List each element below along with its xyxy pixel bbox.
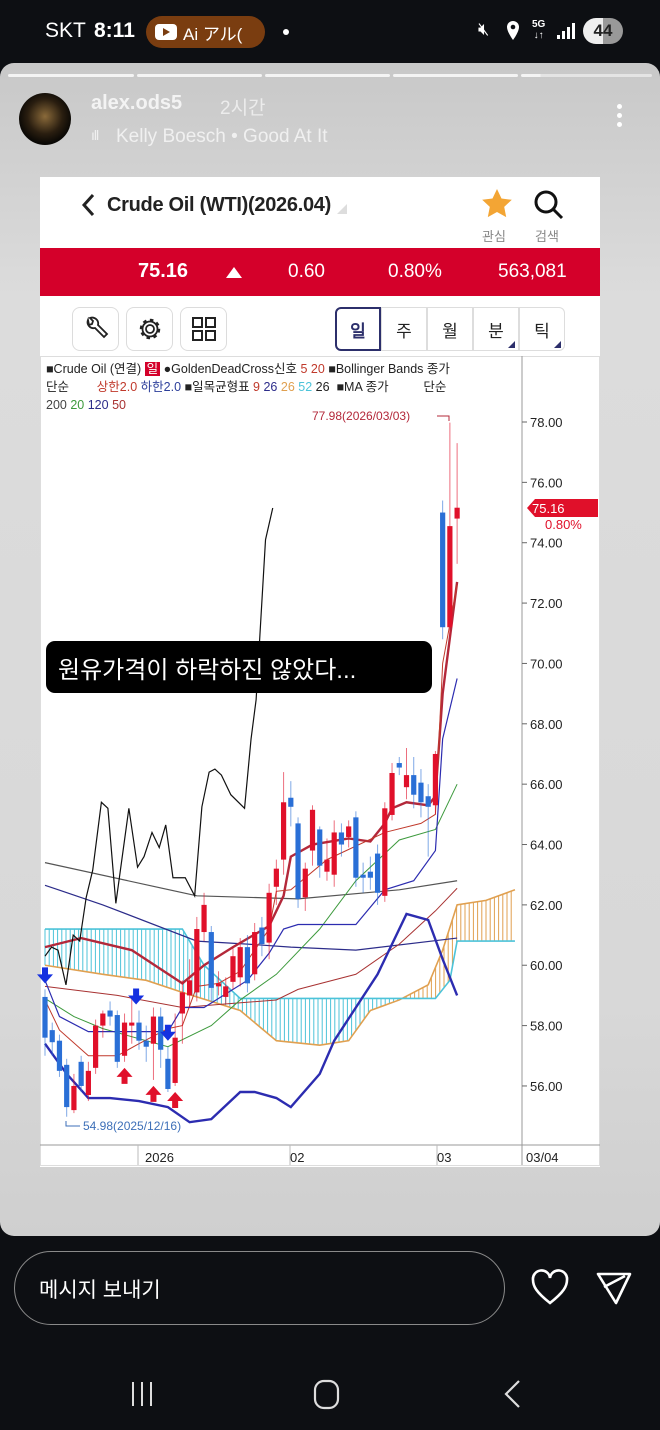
- legend-text: 하한2.0: [140, 380, 182, 394]
- clock: 8:11: [94, 19, 135, 42]
- wrench-icon: [86, 316, 108, 339]
- settings-button[interactable]: [126, 307, 173, 351]
- story-caption: 원유가격이 하락하진 않았다...: [46, 641, 432, 693]
- submenu-corner-icon: [508, 341, 515, 348]
- legend-text: ■Crude Oil (연결): [46, 362, 145, 376]
- chart-frame: [40, 356, 600, 1166]
- location-icon: [507, 21, 519, 40]
- carrier: SKT: [45, 19, 86, 42]
- layout-button[interactable]: [180, 307, 227, 351]
- tab-period-week[interactable]: 주: [381, 307, 427, 351]
- mute-icon: 🔇︎: [478, 19, 490, 39]
- price-change-pct: 0.80%: [388, 261, 442, 282]
- tab-period-month[interactable]: 월: [427, 307, 473, 351]
- legend-text: ●GoldenDeadCross신호: [160, 362, 301, 376]
- legend-line-2: 단순 상한2.0 하한2.0 ■일목균형표 9 26 26 52 26 ■MA …: [46, 378, 446, 396]
- story-progress-segment: [8, 74, 134, 77]
- legend-text: 9: [253, 380, 264, 394]
- wrench-button[interactable]: [72, 307, 119, 351]
- message-placeholder: 메시지 보내기: [39, 1279, 161, 1302]
- legend-text: 일: [144, 362, 161, 376]
- heart-icon[interactable]: [530, 1268, 570, 1308]
- legend-text: ■MA 종가 단순: [329, 380, 447, 394]
- star-icon[interactable]: [480, 187, 514, 219]
- story-progress-segment-current: [521, 74, 652, 77]
- legend-text: 26: [263, 380, 281, 394]
- music-label[interactable]: Kelly Boesch • Good At It: [116, 126, 328, 147]
- legend-text: 120: [87, 398, 113, 412]
- legend-line-1: ■Crude Oil (연결) 일 ●GoldenDeadCross신호 5 2…: [46, 360, 450, 378]
- gear-icon: [139, 318, 160, 340]
- story-progress-segment: [265, 74, 390, 77]
- legend-text: ■Bollinger Bands 종가: [324, 362, 450, 376]
- recent-apps-button[interactable]: [128, 1380, 158, 1408]
- send-icon[interactable]: [594, 1270, 634, 1308]
- legend-text: 20: [70, 398, 88, 412]
- media-pill[interactable]: Ai アル(: [146, 16, 265, 48]
- legend-text: 52: [298, 380, 316, 394]
- search-label[interactable]: 검색: [535, 229, 559, 244]
- favorite-label[interactable]: 관심: [482, 229, 506, 244]
- story-progress-segment: [137, 74, 262, 77]
- volume: 563,081: [498, 261, 567, 282]
- grid-icon: [191, 317, 216, 341]
- status-bar: SKT 8:11 Ai アル( 🔇︎ 5G ↓↑ 44: [0, 0, 660, 63]
- story-time: 2시간: [220, 98, 266, 119]
- legend-text: ■일목균형표: [181, 380, 254, 394]
- music-bars-icon: ıll: [91, 127, 99, 143]
- legend-text: 26: [315, 380, 330, 394]
- search-icon[interactable]: [533, 189, 565, 221]
- youtube-icon: [155, 24, 177, 40]
- more-options-icon[interactable]: [617, 104, 623, 127]
- back-button[interactable]: [500, 1378, 524, 1410]
- legend-line-3: 200 20 120 50: [46, 396, 126, 414]
- 5g-icon: 5G ↓↑: [532, 19, 546, 41]
- notification-dot: [283, 29, 289, 35]
- tab-period-day[interactable]: 일: [335, 307, 381, 351]
- signal-icon: [557, 23, 575, 39]
- up-triangle-icon: [226, 267, 242, 278]
- avatar[interactable]: [19, 93, 71, 145]
- legend-text: 50: [112, 398, 126, 412]
- legend-text: 26: [280, 380, 299, 394]
- current-price: 75.16: [138, 260, 189, 282]
- legend-text: 상한2.0: [96, 380, 141, 394]
- instrument-title[interactable]: Crude Oil (WTI)(2026.04): [107, 194, 331, 216]
- dropdown-corner-icon[interactable]: [337, 204, 347, 214]
- battery-indicator: 44: [583, 18, 623, 44]
- home-button[interactable]: [312, 1378, 342, 1410]
- message-input[interactable]: 메시지 보내기: [14, 1251, 505, 1325]
- legend-text: 5 20: [300, 362, 325, 376]
- legend-text: 단순: [46, 380, 97, 394]
- legend-text: 200: [46, 398, 71, 412]
- price-change: 0.60: [288, 261, 325, 282]
- username[interactable]: alex.ods5: [91, 92, 183, 114]
- price-bar: 75.16 0.60 0.80% 563,081: [40, 248, 600, 296]
- submenu-corner-icon: [554, 341, 561, 348]
- back-icon[interactable]: [79, 192, 97, 218]
- story-progress-segment: [393, 74, 518, 77]
- pill-label: Ai アル(: [183, 24, 243, 44]
